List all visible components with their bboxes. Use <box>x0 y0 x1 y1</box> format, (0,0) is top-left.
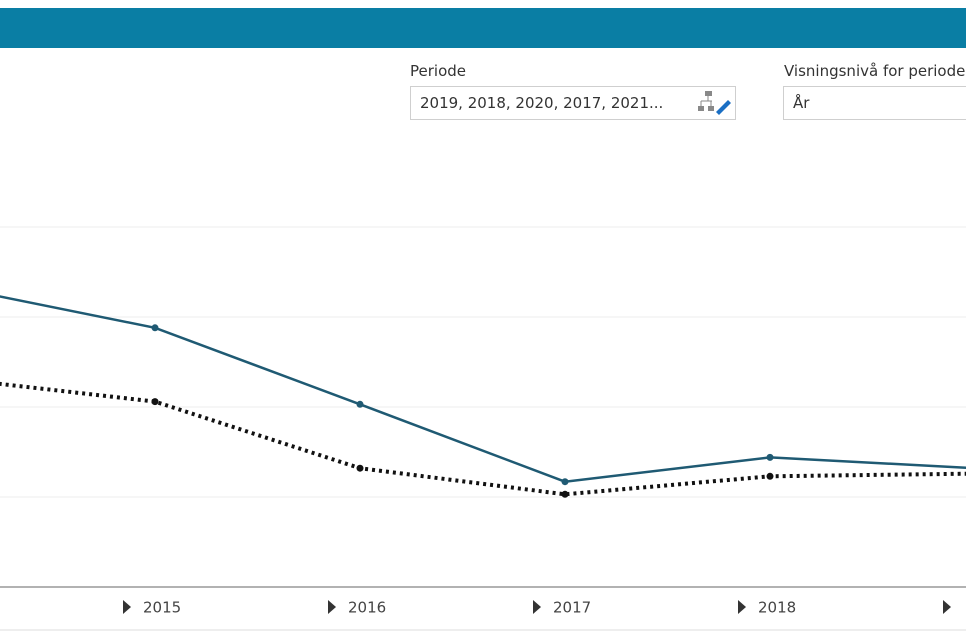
x-tick-label: 2017 <box>553 599 591 617</box>
filter-label: Periode <box>410 62 467 80</box>
series-line <box>0 381 966 497</box>
period-dropdown[interactable]: 2019, 2018, 2020, 2017, 2021... <box>410 86 736 120</box>
x-tick-label: 2016 <box>348 599 386 617</box>
x-tick-label: 2018 <box>758 599 796 617</box>
data-point <box>356 400 364 408</box>
expand-arrow <box>533 600 541 614</box>
expand-arrow <box>328 600 336 614</box>
filter-label: Visningsnivå for periode <box>784 62 966 80</box>
expand-arrow <box>123 600 131 614</box>
data-point <box>151 324 159 332</box>
data-point <box>356 464 364 472</box>
header-bar <box>0 8 966 48</box>
expand-arrow <box>738 600 746 614</box>
hierarchy-icon[interactable] <box>696 88 734 118</box>
dropdown-value: År <box>793 94 810 112</box>
level-dropdown[interactable]: År <box>783 86 966 120</box>
data-point <box>561 478 569 486</box>
data-point <box>151 398 159 406</box>
series-line <box>0 295 966 483</box>
data-point <box>561 490 569 498</box>
data-point <box>766 472 774 480</box>
x-tick-label: 2015 <box>143 599 181 617</box>
expand-arrow <box>943 600 951 614</box>
dropdown-value: 2019, 2018, 2020, 2017, 2021... <box>420 94 664 112</box>
data-point <box>766 453 774 461</box>
